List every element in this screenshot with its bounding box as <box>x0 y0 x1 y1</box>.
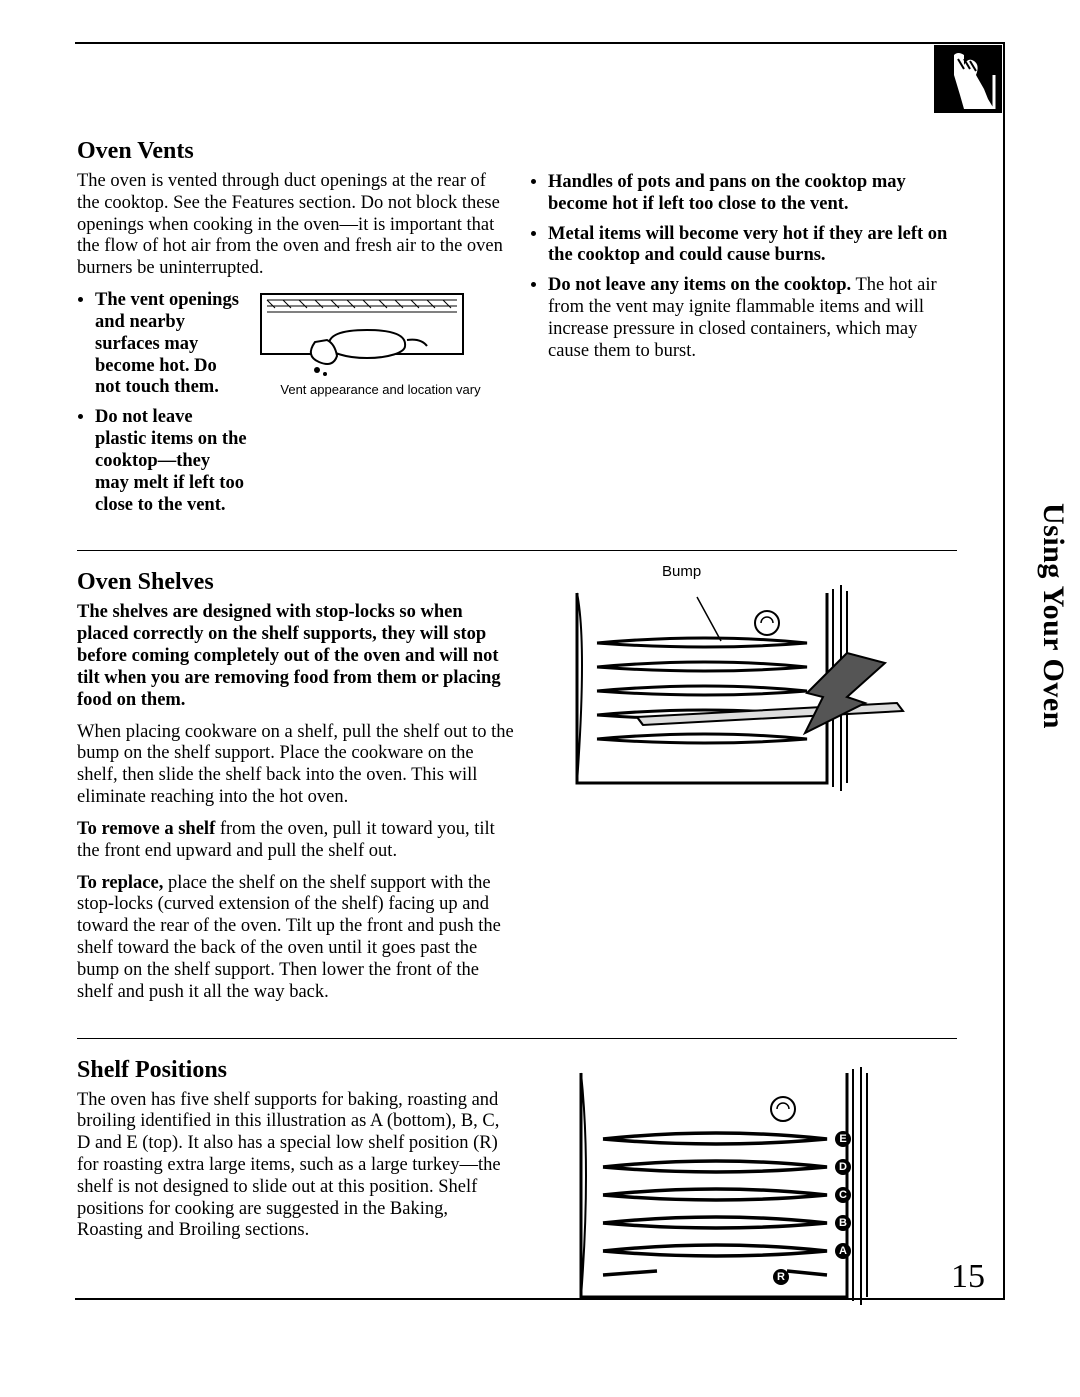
pos-label-r: R <box>773 1269 789 1285</box>
vents-left-bullet-1: The vent openings and nearby surfaces ma… <box>95 290 247 399</box>
vents-left-bullet-2: Do not leave plastic items on the cookto… <box>95 407 247 516</box>
vent-caption: Vent appearance and location vary <box>257 382 504 397</box>
heading-oven-shelves: Oven Shelves <box>77 569 517 596</box>
bump-label: Bump <box>662 563 701 580</box>
vents-right-bullet-3: Do not leave any items on the cooktop. T… <box>548 275 957 362</box>
section-oven-shelves: Oven Shelves The shelves are designed wi… <box>77 569 1005 1038</box>
section-shelf-positions: Shelf Positions The oven has five shelf … <box>77 1057 1005 1327</box>
shelves-p4: To replace, place the shelf on the shelf… <box>77 873 517 1004</box>
positions-p1: The oven has five shelf supports for bak… <box>77 1090 517 1243</box>
pos-label-c: C <box>835 1187 851 1203</box>
separator-2 <box>77 1038 957 1039</box>
page-content: Oven Vents The oven is vented through du… <box>75 42 1005 1327</box>
positions-illustration: E D C B A R <box>547 1057 957 1327</box>
heading-shelf-positions: Shelf Positions <box>77 1057 517 1084</box>
shelves-p1: The shelves are designed with stop-locks… <box>77 602 517 711</box>
pos-label-b: B <box>835 1215 851 1231</box>
vents-intro: The oven is vented through duct openings… <box>77 171 504 280</box>
vents-right-bullet-1: Handles of pots and pans on the cooktop … <box>548 172 957 216</box>
pos-label-a: A <box>835 1243 851 1259</box>
vents-right-bullet-2: Metal items will become very hot if they… <box>548 224 957 268</box>
shelves-p3: To remove a shelf from the oven, pull it… <box>77 819 517 863</box>
separator-1 <box>77 550 957 551</box>
side-tab-title: Using Your Oven <box>1036 503 1070 729</box>
vent-illustration: Vent appearance and location vary <box>257 290 504 526</box>
pos-label-e: E <box>835 1131 851 1147</box>
section-oven-vents: Oven Vents The oven is vented through du… <box>77 138 1005 551</box>
pos-label-d: D <box>835 1159 851 1175</box>
shelves-p2: When placing cookware on a shelf, pull t… <box>77 722 517 809</box>
shelf-illustration: Bump <box>547 569 957 1013</box>
heading-oven-vents: Oven Vents <box>77 138 504 165</box>
